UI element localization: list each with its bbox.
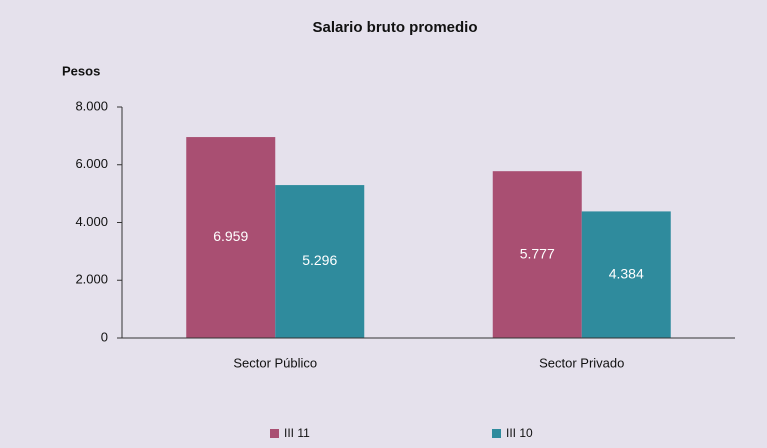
legend-label: III 11 [284, 426, 310, 440]
x-tick-label: Sector Privado [539, 355, 624, 370]
chart-title: Salario bruto promedio [312, 19, 477, 36]
value-label: 6.959 [213, 228, 248, 244]
value-label: 5.296 [302, 252, 337, 268]
bar [492, 171, 582, 338]
y-tick-label: 6.000 [75, 156, 108, 171]
bar [186, 137, 276, 338]
y-tick-label: 0 [101, 329, 108, 344]
legend-label: III 10 [506, 426, 533, 440]
y-tick-label: 2.000 [75, 272, 108, 287]
y-axis-label: Pesos [62, 63, 100, 78]
value-label: 4.384 [609, 265, 644, 281]
x-tick-label: Sector Público [233, 355, 317, 370]
legend-swatch [270, 429, 279, 438]
y-tick-label: 8.000 [75, 98, 108, 113]
y-tick-label: 4.000 [75, 214, 108, 229]
legend-swatch [492, 429, 501, 438]
bar [275, 185, 365, 338]
bar [581, 211, 671, 338]
value-label: 5.777 [520, 245, 555, 261]
